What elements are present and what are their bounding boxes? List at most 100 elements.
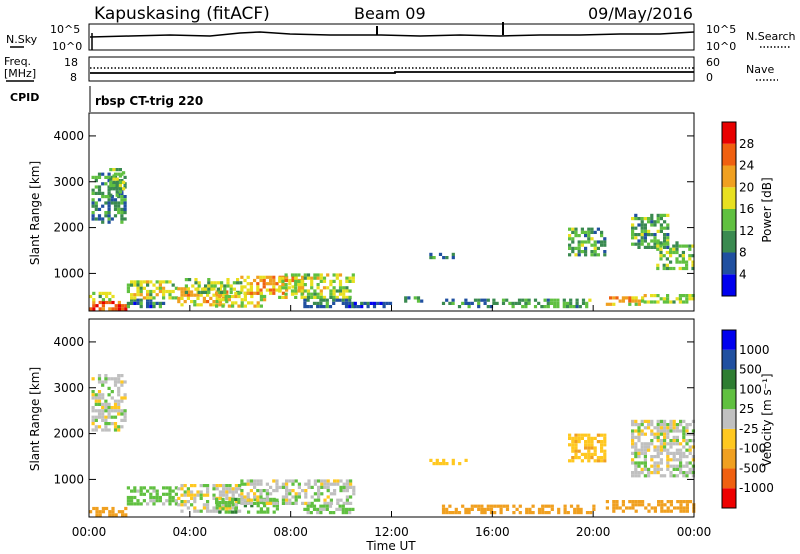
heatmap-cell [306, 507, 310, 511]
heatmap-cell [231, 500, 235, 505]
heatmap-cell [590, 243, 594, 247]
heatmap-cell [568, 253, 572, 257]
heatmap-cell [259, 288, 263, 292]
heatmap-cell [445, 507, 449, 511]
heatmap-cell [669, 503, 673, 507]
heatmap-cell [328, 305, 333, 309]
heatmap-cell [265, 501, 269, 505]
heatmap-cell [118, 190, 122, 194]
heatmap-cell [550, 504, 554, 508]
heatmap-cell [146, 298, 150, 302]
heatmap-cell [193, 303, 197, 307]
heatmap-cell [266, 507, 270, 511]
heatmap-cell [117, 207, 121, 211]
colorbar-tick-label: -1000 [739, 481, 774, 495]
heatmap-cell [496, 504, 500, 508]
heatmap-cell [122, 187, 126, 191]
heatmap-cell [653, 448, 657, 452]
heatmap-cell [316, 301, 320, 305]
heatmap-cell [675, 442, 679, 446]
heatmap-cell [193, 493, 197, 497]
cpid-value: rbsp CT-trig 220 [95, 94, 203, 108]
heatmap-cell [675, 467, 679, 471]
heatmap-cell [342, 501, 346, 505]
heatmap-cell [366, 301, 370, 305]
heatmap-cell [369, 301, 373, 305]
heatmap-cell [139, 486, 143, 490]
heatmap-cell [89, 294, 93, 299]
heatmap-cell [666, 461, 670, 465]
heatmap-cell [682, 474, 686, 478]
heatmap-cell [584, 234, 588, 238]
heatmap-cell [171, 283, 175, 287]
heatmap-cell [483, 298, 487, 302]
heatmap-cell [574, 234, 578, 238]
heatmap-cell [92, 300, 96, 305]
heatmap-cell [329, 279, 333, 283]
heatmap-cell [672, 244, 676, 248]
heatmap-cell [117, 377, 121, 381]
heatmap-cell [104, 425, 108, 429]
heatmap-cell [325, 305, 329, 309]
heatmap-cell [672, 426, 676, 430]
heatmap-cell [673, 506, 677, 510]
heatmap-cell [634, 509, 638, 513]
heatmap-cell [634, 423, 638, 427]
heatmap-cell [571, 240, 575, 244]
heatmap-cell [518, 511, 522, 515]
heatmap-cell [338, 292, 343, 296]
heatmap-cell [199, 303, 203, 307]
heatmap-cell [640, 461, 644, 465]
heatmap-cell [269, 288, 273, 292]
heatmap-cell [691, 244, 695, 248]
heatmap-cell [587, 440, 591, 444]
heatmap-cell [110, 377, 114, 381]
heatmap-cell [225, 493, 229, 497]
heatmap-cell [91, 422, 95, 426]
heatmap-cell [120, 409, 124, 413]
heatmap-cell [688, 471, 692, 475]
heatmap-cell [139, 492, 143, 496]
heatmap-cell [288, 278, 292, 283]
heatmap-cell [301, 489, 305, 493]
heatmap-cell [307, 485, 311, 489]
heatmap-cell [243, 501, 247, 505]
heatmap-cell [285, 275, 289, 279]
heatmap-cell [663, 439, 667, 443]
heatmap-cell [238, 509, 242, 513]
heatmap-cell [691, 254, 695, 258]
heatmap-cell [97, 399, 102, 403]
heatmap-cell [640, 236, 644, 240]
heatmap-cell [117, 393, 121, 397]
heatmap-cell [155, 499, 159, 503]
heatmap-cell [681, 257, 685, 261]
heatmap-cell [133, 298, 137, 302]
heatmap-cell [215, 300, 219, 304]
heatmap-cell [325, 504, 329, 508]
heatmap-cell [467, 305, 471, 309]
heatmap-cell [587, 240, 591, 244]
heatmap-cell [284, 292, 288, 296]
heatmap-cell [634, 455, 638, 459]
heatmap-cell [190, 496, 194, 500]
heatmap-cell [253, 479, 257, 483]
heatmap-cell [229, 284, 233, 288]
heatmap-cell [212, 484, 216, 488]
heatmap-cell [669, 445, 673, 449]
heatmap-cell [429, 458, 433, 462]
heatmap-cell [669, 266, 673, 271]
heatmap-cell [313, 276, 317, 280]
heatmap-cell [180, 290, 184, 294]
heatmap-cell [571, 230, 575, 234]
heatmap-cell [467, 301, 471, 305]
heatmap-cell [162, 486, 166, 490]
heatmap-cell [675, 241, 679, 245]
heatmap-cell [322, 507, 326, 511]
heatmap-cell [149, 486, 153, 490]
heatmap-cell [290, 273, 295, 277]
heatmap-cell [220, 284, 224, 288]
heatmap-cell [657, 503, 661, 507]
heatmap-cell [288, 498, 292, 502]
nsearch-label: N.Search [746, 30, 796, 43]
heatmap-cell [590, 446, 594, 450]
